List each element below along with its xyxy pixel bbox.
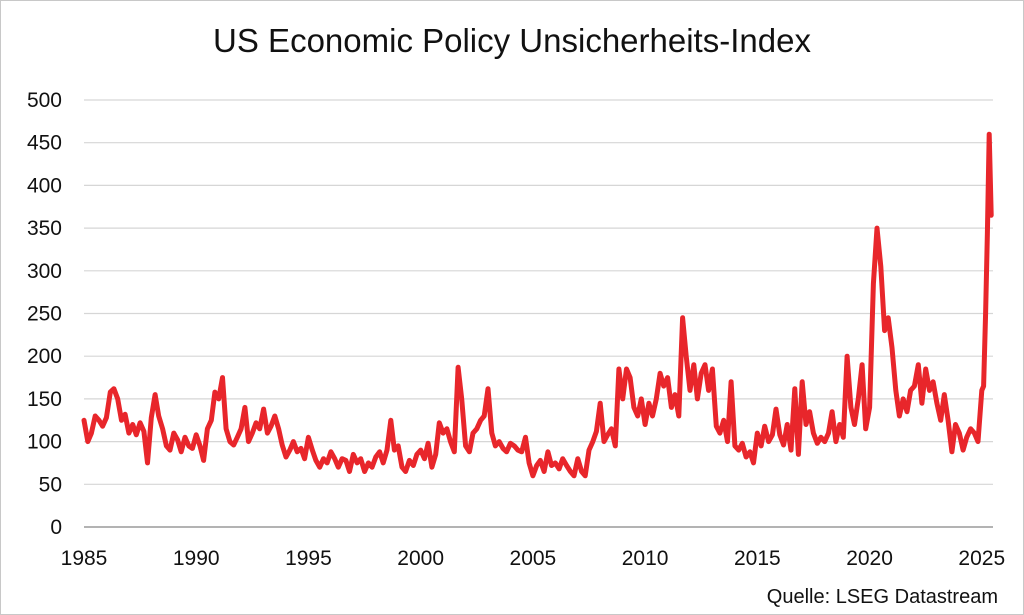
x-tick-label: 2010 (622, 547, 669, 570)
y-tick-label: 400 (27, 174, 62, 197)
y-tick-label: 100 (27, 431, 62, 454)
x-tick-label: 2020 (846, 547, 893, 570)
x-tick-label: 2015 (734, 547, 781, 570)
y-tick-label: 350 (27, 217, 62, 240)
chart-title: US Economic Policy Unsicherheits-Index (213, 22, 811, 59)
y-tick-label: 500 (27, 89, 62, 112)
y-tick-label: 50 (39, 473, 62, 496)
x-tick-label: 1985 (61, 547, 108, 570)
series-line (81, 131, 994, 479)
x-tick-label: 1995 (285, 547, 332, 570)
series-group (81, 131, 994, 479)
x-tick-label: 2025 (958, 547, 1005, 570)
y-tick-label: 150 (27, 388, 62, 411)
y-tick-label: 0 (50, 516, 62, 539)
x-axis-ticks: 1985 1990 1995 2000 2005 2010 2015 2020 2025 (61, 547, 1005, 570)
y-tick-label: 200 (27, 345, 62, 368)
y-tick-label: 250 (27, 303, 62, 326)
y-tick-label: 300 (27, 260, 62, 283)
y-axis-ticks: 0 50 100 150 200 250 300 350 400 450 500 (27, 89, 62, 539)
x-tick-label: 1990 (173, 547, 220, 570)
gridlines (84, 99, 993, 528)
x-tick-label: 2005 (510, 547, 557, 570)
x-tick-label: 2000 (397, 547, 444, 570)
y-tick-label: 450 (27, 132, 62, 155)
source-note: Quelle: LSEG Datastream (766, 586, 998, 608)
